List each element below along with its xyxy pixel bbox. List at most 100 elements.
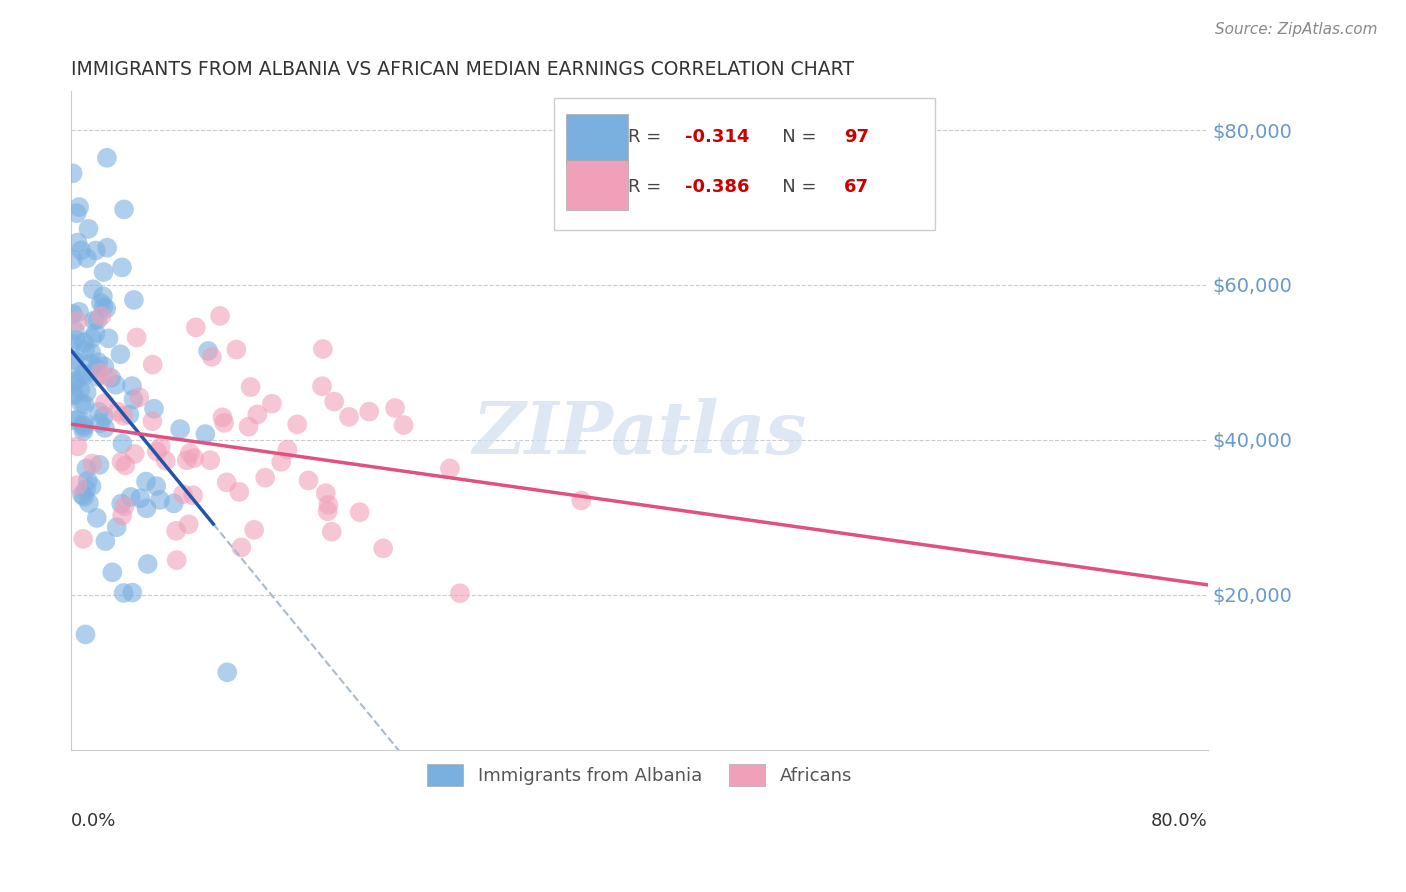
Text: IMMIGRANTS FROM ALBANIA VS AFRICAN MEDIAN EARNINGS CORRELATION CHART: IMMIGRANTS FROM ALBANIA VS AFRICAN MEDIA… bbox=[72, 60, 855, 78]
Africans bbox=[373, 541, 395, 556]
Africans bbox=[166, 553, 188, 567]
Africans bbox=[107, 405, 129, 419]
Immigrants from Albania bbox=[89, 458, 111, 472]
Immigrants from Albania bbox=[76, 385, 98, 400]
Immigrants from Albania bbox=[163, 496, 186, 510]
Africans bbox=[146, 444, 169, 458]
Immigrants from Albania bbox=[149, 492, 172, 507]
Africans bbox=[177, 517, 200, 532]
Immigrants from Albania bbox=[97, 331, 120, 345]
Immigrants from Albania bbox=[145, 479, 167, 493]
Text: N =: N = bbox=[765, 128, 823, 146]
Immigrants from Albania bbox=[80, 479, 103, 493]
Immigrants from Albania bbox=[143, 401, 166, 416]
Africans bbox=[82, 457, 104, 471]
Africans bbox=[337, 409, 360, 424]
Immigrants from Albania bbox=[217, 665, 239, 680]
Immigrants from Albania bbox=[79, 357, 101, 371]
Africans bbox=[312, 342, 335, 356]
Immigrants from Albania bbox=[122, 392, 145, 407]
Immigrants from Albania bbox=[73, 367, 96, 381]
Africans bbox=[384, 401, 406, 415]
FancyBboxPatch shape bbox=[565, 114, 628, 164]
Africans bbox=[142, 358, 165, 372]
Africans bbox=[238, 419, 260, 434]
Africans bbox=[359, 404, 381, 418]
Africans bbox=[228, 484, 250, 499]
Immigrants from Albania bbox=[73, 420, 96, 434]
Immigrants from Albania bbox=[69, 383, 91, 397]
Immigrants from Albania bbox=[121, 585, 143, 599]
Text: -0.314: -0.314 bbox=[685, 128, 749, 146]
Immigrants from Albania bbox=[77, 222, 100, 236]
Africans bbox=[172, 487, 194, 501]
Immigrants from Albania bbox=[75, 343, 97, 358]
Immigrants from Albania bbox=[86, 369, 108, 384]
Africans bbox=[141, 414, 163, 428]
Immigrants from Albania bbox=[72, 424, 94, 438]
Immigrants from Albania bbox=[66, 206, 89, 220]
Immigrants from Albania bbox=[75, 627, 97, 641]
Immigrants from Albania bbox=[101, 566, 124, 580]
Immigrants from Albania bbox=[67, 305, 90, 319]
Immigrants from Albania bbox=[70, 397, 93, 411]
Text: R =: R = bbox=[628, 128, 668, 146]
Immigrants from Albania bbox=[121, 379, 143, 393]
Immigrants from Albania bbox=[118, 408, 141, 422]
Text: R =: R = bbox=[628, 178, 668, 195]
Africans bbox=[270, 455, 292, 469]
Immigrants from Albania bbox=[90, 296, 112, 310]
Immigrants from Albania bbox=[93, 359, 115, 374]
Africans bbox=[110, 455, 132, 469]
Africans bbox=[254, 471, 277, 485]
Immigrants from Albania bbox=[94, 421, 117, 435]
Immigrants from Albania bbox=[122, 293, 145, 307]
Immigrants from Albania bbox=[135, 501, 157, 516]
Africans bbox=[260, 397, 283, 411]
Africans bbox=[124, 447, 146, 461]
Immigrants from Albania bbox=[66, 372, 89, 386]
Africans bbox=[66, 314, 89, 328]
Africans bbox=[179, 446, 201, 460]
Immigrants from Albania bbox=[112, 202, 135, 217]
Africans bbox=[316, 504, 339, 518]
Text: 0.0%: 0.0% bbox=[72, 812, 117, 830]
Africans bbox=[311, 379, 333, 393]
Africans bbox=[449, 586, 471, 600]
Immigrants from Albania bbox=[120, 490, 142, 504]
Immigrants from Albania bbox=[63, 354, 86, 368]
Immigrants from Albania bbox=[169, 422, 191, 436]
Africans bbox=[114, 500, 136, 514]
Africans bbox=[181, 488, 204, 502]
Africans bbox=[285, 417, 308, 432]
Immigrants from Albania bbox=[136, 557, 159, 571]
Africans bbox=[183, 451, 205, 466]
Immigrants from Albania bbox=[129, 491, 152, 506]
Immigrants from Albania bbox=[89, 416, 111, 430]
Africans bbox=[94, 396, 117, 410]
Text: ZIPatlas: ZIPatlas bbox=[472, 398, 807, 469]
Africans bbox=[323, 394, 346, 409]
Africans bbox=[212, 416, 235, 430]
Immigrants from Albania bbox=[76, 474, 98, 488]
Immigrants from Albania bbox=[197, 343, 219, 358]
Africans bbox=[439, 461, 461, 475]
Immigrants from Albania bbox=[62, 307, 84, 321]
Immigrants from Albania bbox=[75, 461, 97, 475]
Immigrants from Albania bbox=[111, 260, 134, 275]
Africans bbox=[392, 418, 415, 433]
Immigrants from Albania bbox=[70, 488, 93, 502]
Immigrants from Albania bbox=[194, 427, 217, 442]
Immigrants from Albania bbox=[73, 415, 96, 429]
FancyBboxPatch shape bbox=[554, 98, 935, 229]
Immigrants from Albania bbox=[84, 244, 107, 258]
Immigrants from Albania bbox=[66, 413, 89, 427]
Immigrants from Albania bbox=[100, 371, 122, 385]
Immigrants from Albania bbox=[80, 331, 103, 345]
Africans bbox=[246, 408, 269, 422]
Africans bbox=[349, 505, 371, 519]
Africans bbox=[211, 410, 233, 425]
Africans bbox=[165, 524, 187, 538]
Immigrants from Albania bbox=[111, 436, 134, 450]
Immigrants from Albania bbox=[83, 313, 105, 327]
